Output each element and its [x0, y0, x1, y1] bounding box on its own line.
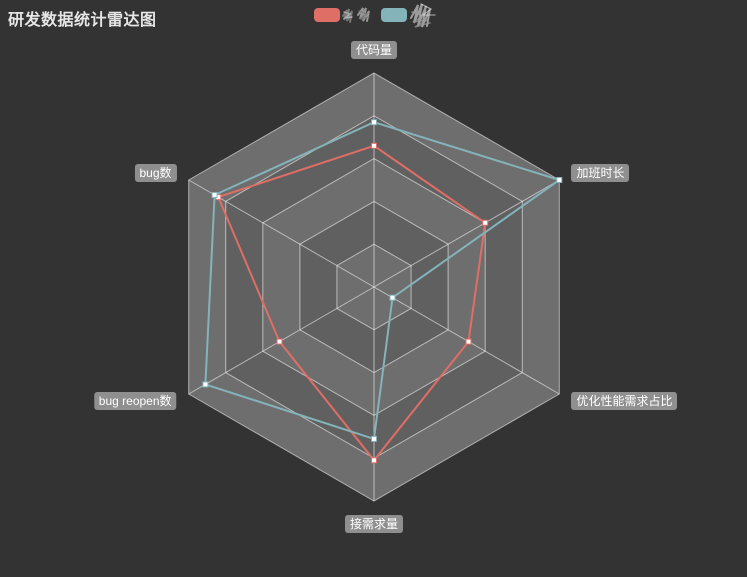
series2-point-2[interactable]: [389, 294, 396, 301]
legend-item-series2[interactable]: [381, 0, 449, 30]
legend-item-series1[interactable]: [314, 2, 376, 28]
axis-label-2: 优化性能需求占比: [571, 392, 678, 410]
series1-point-3[interactable]: [371, 457, 377, 464]
page-title: 研发数据统计雷达图: [8, 12, 157, 29]
axis-label-4: bug reopen数: [93, 392, 177, 410]
axis-label-5: bug数: [134, 164, 177, 182]
series2-point-1[interactable]: [556, 177, 563, 183]
series1-point-1[interactable]: [482, 219, 489, 226]
series2-point-3[interactable]: [371, 435, 377, 442]
series1-point-4[interactable]: [276, 338, 283, 345]
axis-label-3: 接需求量: [344, 515, 404, 533]
legend-swatch-series1: [314, 8, 340, 22]
redacted-label-scribble: [410, 3, 436, 28]
series2-point-4[interactable]: [202, 381, 209, 388]
redacted-label-scribble: [342, 7, 370, 23]
series2-point-0[interactable]: [371, 119, 377, 126]
legend: [314, 0, 449, 30]
series1-point-0[interactable]: [371, 142, 377, 149]
axis-label-0: 代码量: [350, 41, 398, 59]
series2-point-5[interactable]: [211, 192, 218, 198]
axis-line-1: [373, 179, 560, 288]
legend-swatch-series2: [381, 8, 407, 22]
axis-label-1: 加班时长: [571, 164, 630, 182]
series1-point-2[interactable]: [465, 338, 472, 345]
